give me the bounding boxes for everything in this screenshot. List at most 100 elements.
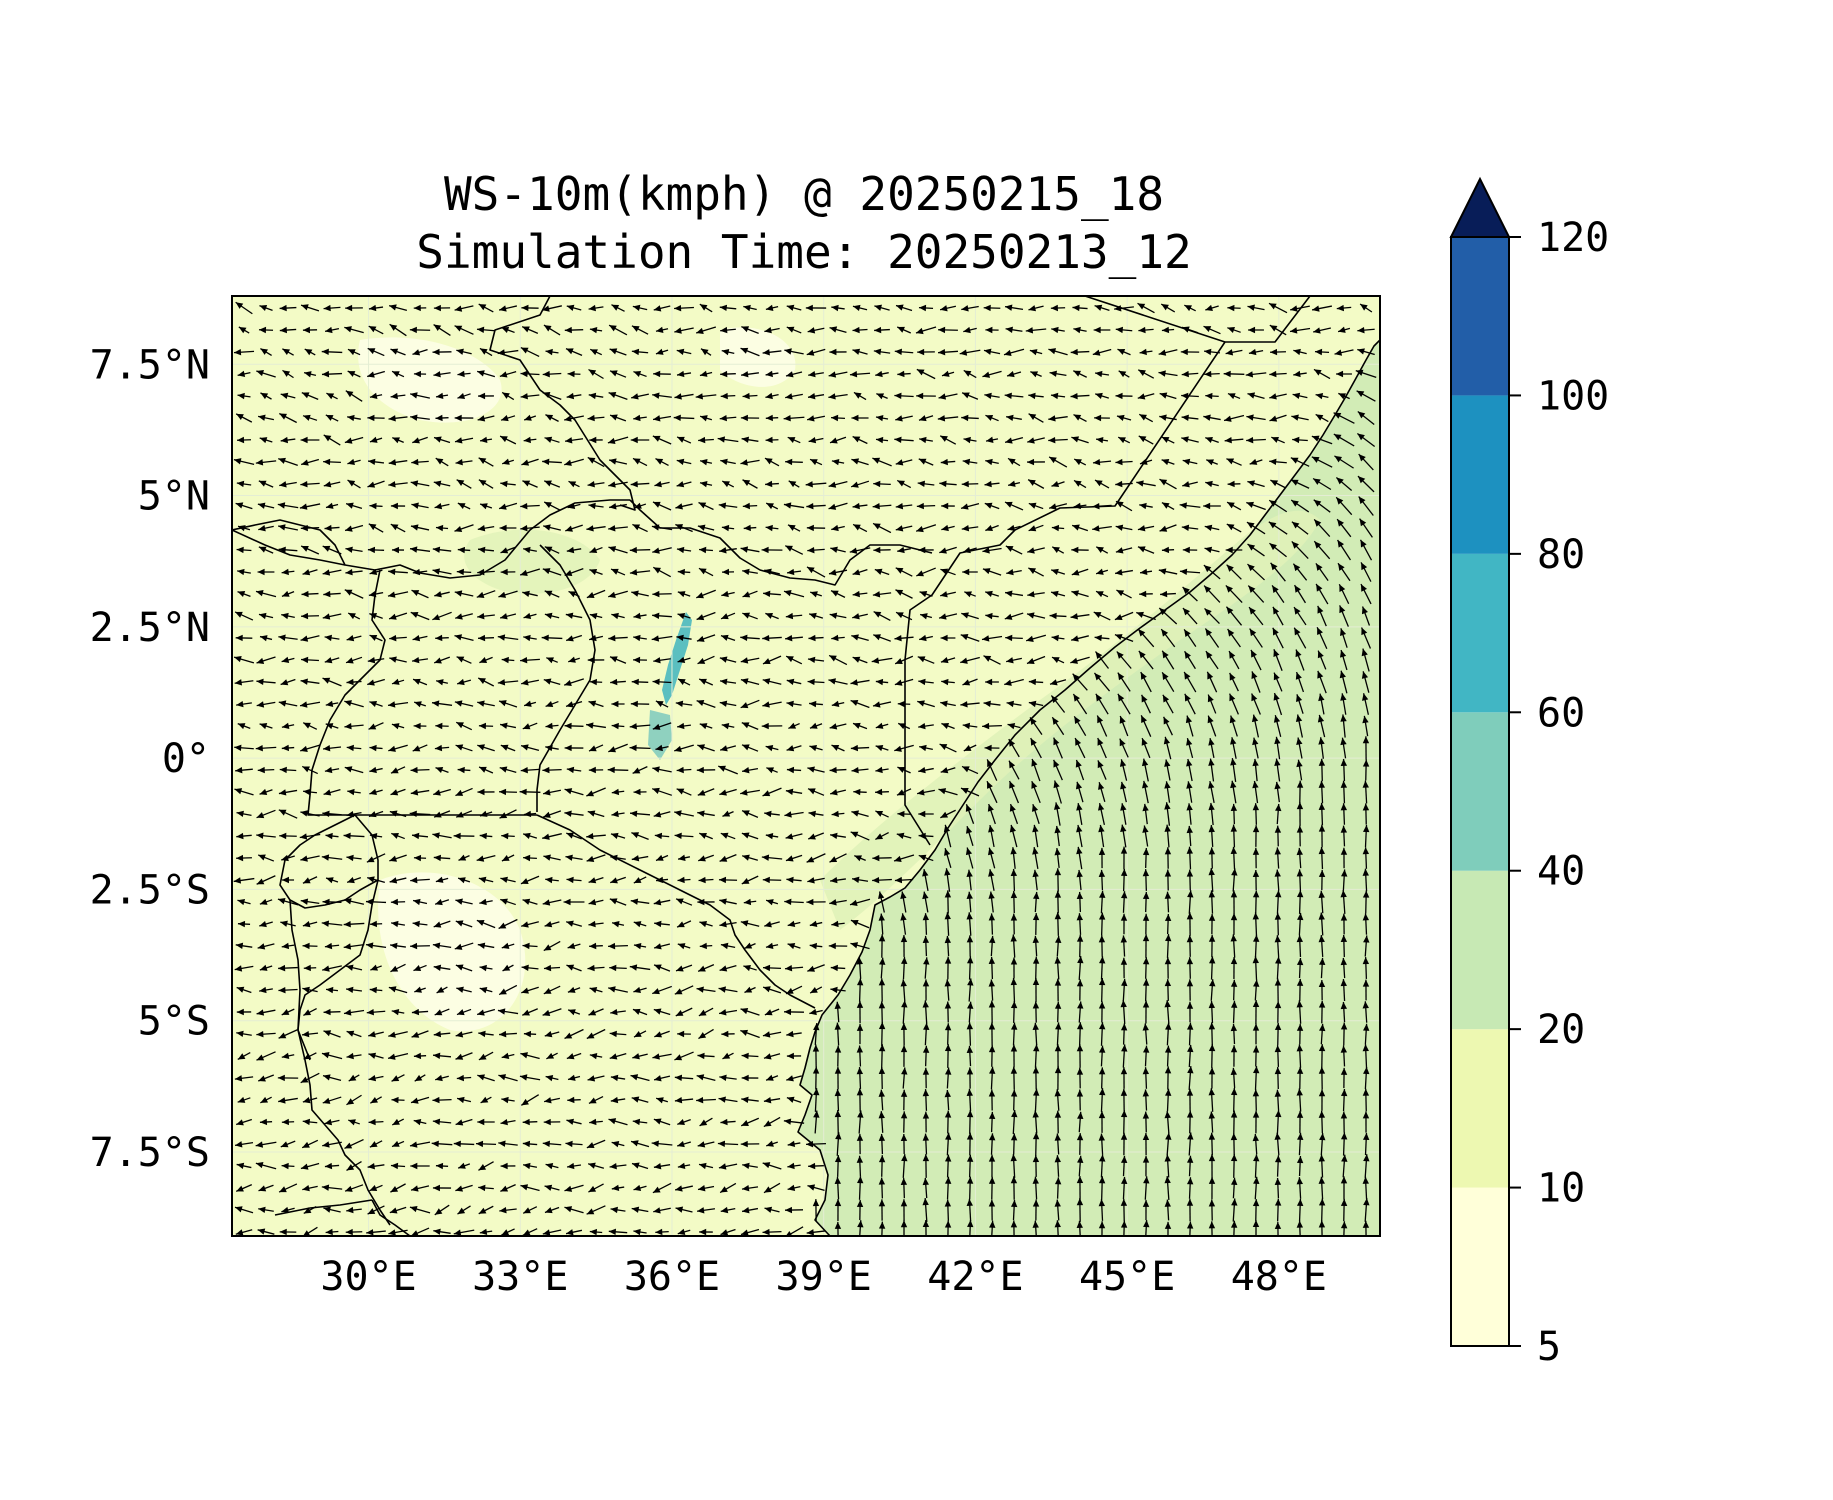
wind-arrow	[564, 458, 584, 466]
wind-arrow	[984, 744, 1000, 752]
wind-arrow	[1296, 1000, 1303, 1024]
wind-arrow	[1099, 1154, 1106, 1178]
wind-arrow	[1054, 1199, 1061, 1221]
wind-arrow	[1142, 957, 1150, 979]
wind-arrow	[894, 876, 914, 884]
wind-arrow	[1227, 628, 1241, 648]
wind-arrow	[1362, 890, 1370, 914]
wind-arrow	[828, 678, 848, 685]
wind-arrow	[717, 436, 739, 443]
wind-arrow	[389, 854, 407, 862]
wind-arrow	[1163, 716, 1173, 736]
wind-arrow	[280, 678, 296, 686]
wind-arrow	[896, 326, 912, 334]
wind-arrow	[410, 414, 430, 421]
wind-arrow	[901, 1154, 908, 1178]
wind-arrow	[743, 898, 757, 906]
wind-arrow	[719, 921, 737, 928]
wind-arrow	[432, 1184, 452, 1192]
wind-arrow	[259, 898, 273, 905]
wind-arrow	[850, 699, 870, 709]
wind-arrow	[762, 964, 782, 972]
wind-arrow	[1207, 694, 1217, 714]
wind-arrow	[587, 810, 605, 818]
wind-arrow	[1076, 934, 1084, 958]
figure-title-line-1: WS-10m(kmph) @ 20250215_18	[444, 167, 1164, 221]
wind-arrow	[256, 832, 276, 839]
wind-arrow	[1094, 392, 1110, 400]
wind-arrow	[1120, 1067, 1128, 1089]
wind-arrow	[1224, 437, 1244, 444]
wind-arrow	[966, 1154, 974, 1178]
wind-arrow	[343, 920, 365, 928]
wind-arrow	[696, 634, 716, 642]
wind-arrow	[854, 855, 866, 862]
wind-arrow	[849, 898, 871, 906]
wind-arrow	[895, 459, 913, 466]
wind-arrow	[1077, 956, 1084, 980]
wind-arrow	[741, 1207, 759, 1214]
wind-arrow	[431, 700, 453, 707]
wind-arrow	[1340, 1132, 1348, 1156]
wind-arrow	[301, 1139, 319, 1149]
wind-arrow	[388, 568, 408, 575]
wind-arrow	[809, 1008, 823, 1016]
wind-arrow	[303, 371, 317, 378]
wind-arrow	[479, 898, 493, 906]
wind-arrow	[676, 458, 692, 466]
wind-arrow	[454, 305, 474, 312]
wind-arrow	[873, 634, 891, 642]
wind-arrow	[1291, 521, 1309, 535]
wind-arrow	[500, 898, 516, 906]
wind-arrow	[633, 788, 647, 796]
wind-arrow	[391, 723, 405, 730]
wind-arrow	[1054, 1089, 1061, 1111]
wind-arrow	[300, 898, 320, 905]
wind-arrow	[875, 832, 889, 840]
wind-arrow	[963, 369, 977, 379]
wind-arrow	[1164, 957, 1172, 979]
wind-arrow	[391, 1008, 405, 1016]
wind-arrow	[607, 766, 629, 774]
wind-arrow	[1203, 502, 1221, 510]
wind-arrow	[718, 1009, 738, 1016]
wind-arrow	[1096, 715, 1108, 737]
wind-arrow	[300, 1162, 320, 1170]
wind-arrow	[389, 634, 407, 642]
wind-arrow	[965, 825, 974, 847]
wind-arrow	[630, 1074, 650, 1082]
wind-arrow	[259, 635, 273, 642]
wind-arrow	[1073, 370, 1087, 378]
wind-arrow	[543, 480, 561, 488]
wind-arrow	[1136, 480, 1156, 487]
wind-arrow	[787, 436, 801, 444]
wind-arrow	[281, 744, 295, 752]
wind-arrow	[434, 744, 450, 752]
wind-arrow	[498, 502, 518, 510]
wind-arrow	[454, 437, 474, 444]
wind-arrow	[875, 810, 889, 818]
wind-arrow	[922, 868, 929, 892]
wind-arrow	[1269, 458, 1287, 466]
wind-arrow	[764, 457, 780, 467]
wind-arrow	[1186, 912, 1194, 936]
wind-arrow	[521, 964, 539, 972]
wind-arrow	[589, 678, 603, 686]
wind-arrow	[960, 503, 980, 510]
wind-arrow	[1076, 1089, 1084, 1111]
wind-arrow	[611, 1141, 625, 1148]
wind-arrow	[762, 701, 782, 708]
wind-arrow	[1274, 978, 1282, 1002]
wind-arrow	[1071, 568, 1089, 576]
wind-arrow	[1248, 348, 1264, 356]
wind-arrow	[326, 392, 338, 400]
wind-arrow	[1139, 502, 1153, 510]
wind-arrow	[631, 1162, 649, 1170]
wind-arrow	[1070, 656, 1090, 664]
wind-arrow	[566, 1162, 582, 1170]
wind-arrow	[630, 480, 650, 488]
wind-arrow	[347, 612, 361, 620]
wind-arrow	[435, 767, 449, 774]
wind-arrow	[879, 957, 886, 979]
wind-arrow	[520, 875, 540, 885]
